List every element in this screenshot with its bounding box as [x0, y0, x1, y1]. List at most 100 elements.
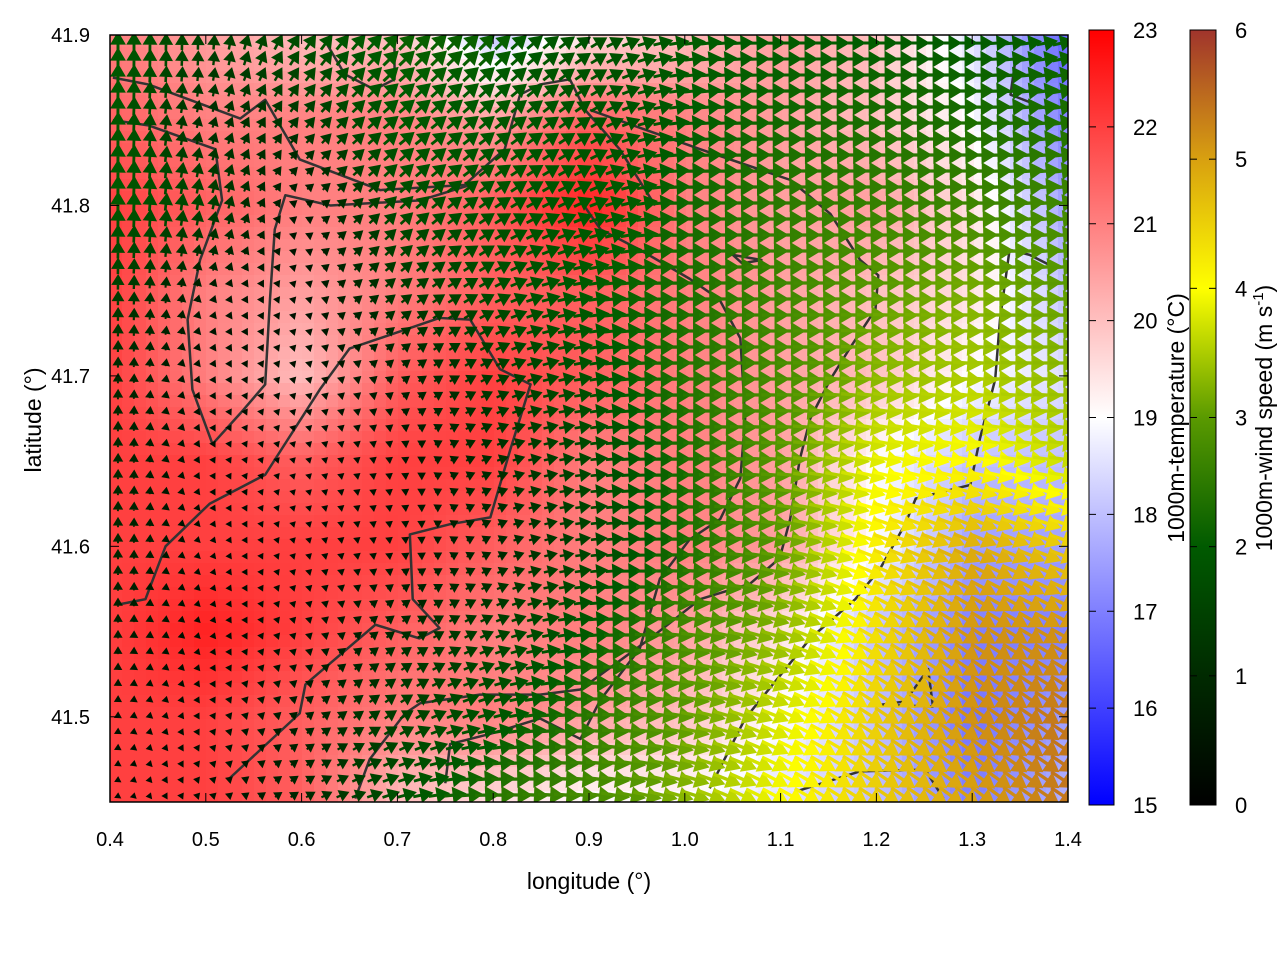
heatmap-cell: [170, 107, 183, 120]
heatmap-cell: [290, 515, 303, 528]
heatmap-cell: [422, 491, 435, 504]
heatmap-cell: [230, 443, 243, 456]
heatmap-cell: [170, 767, 183, 780]
heatmap-cell: [170, 155, 183, 168]
heatmap-cell: [110, 767, 123, 780]
heatmap-cell: [206, 719, 219, 732]
heatmap-cell: [182, 203, 195, 216]
heatmap-cell: [230, 527, 243, 540]
heatmap-cell: [194, 767, 207, 780]
heatmap-cell: [230, 551, 243, 564]
heatmap-cell: [302, 275, 315, 288]
heatmap-cell: [302, 203, 315, 216]
heatmap-cell: [278, 563, 291, 576]
heatmap-cell: [230, 599, 243, 612]
heatmap-cell: [230, 467, 243, 480]
heatmap-cell: [194, 671, 207, 684]
heatmap-cell: [230, 659, 243, 672]
heatmap-cell: [290, 335, 303, 348]
heatmap-cell: [530, 107, 543, 120]
heatmap-cell: [302, 611, 315, 624]
heatmap-cell: [242, 467, 255, 480]
heatmap-cell: [206, 527, 219, 540]
heatmap-cell: [278, 455, 291, 468]
heatmap-cell: [218, 155, 231, 168]
heatmap-cell: [386, 107, 399, 120]
heatmap-cell: [326, 179, 339, 192]
heatmap-cell: [302, 479, 315, 492]
heatmap-cell: [290, 563, 303, 576]
heatmap-cell: [230, 635, 243, 648]
heatmap-cell: [290, 575, 303, 588]
heatmap-cell: [158, 719, 171, 732]
heatmap-cell: [254, 623, 267, 636]
heatmap-cell: [386, 155, 399, 168]
heatmap-cell: [578, 59, 591, 72]
heatmap-cell: [170, 203, 183, 216]
heatmap-cell: [698, 59, 711, 72]
heatmap-cell: [650, 155, 663, 168]
heatmap-cell: [194, 659, 207, 672]
heatmap-cell: [206, 323, 219, 336]
heatmap-cell: [374, 443, 387, 456]
heatmap-cell: [326, 587, 339, 600]
heatmap-cell: [302, 371, 315, 384]
heatmap-cell: [194, 431, 207, 444]
heatmap-cell: [206, 479, 219, 492]
heatmap-cell: [242, 515, 255, 528]
heatmap-cell: [230, 779, 243, 792]
heatmap-cell: [338, 155, 351, 168]
heatmap-cell: [278, 551, 291, 564]
heatmap-cell: [338, 431, 351, 444]
heatmap-cell: [218, 59, 231, 72]
heatmap-cell: [326, 551, 339, 564]
heatmap-cell: [170, 671, 183, 684]
heatmap-cell: [314, 203, 327, 216]
heatmap-cell: [182, 59, 195, 72]
heatmap-cell: [302, 431, 315, 444]
heatmap-cell: [134, 671, 147, 684]
heatmap-cell: [278, 575, 291, 588]
heatmap-cell: [206, 623, 219, 636]
heatmap-cell: [206, 335, 219, 348]
heatmap-cell: [230, 623, 243, 636]
heatmap-cell: [230, 563, 243, 576]
heatmap-cell: [602, 59, 615, 72]
heatmap-cell: [290, 371, 303, 384]
heatmap-cell: [194, 719, 207, 732]
heatmap-cell: [230, 647, 243, 660]
heatmap-cell: [290, 623, 303, 636]
heatmap-cell: [206, 767, 219, 780]
heatmap-cell: [554, 203, 567, 216]
heatmap-cell: [218, 383, 231, 396]
heatmap-cell: [134, 59, 147, 72]
heatmap-cell: [182, 431, 195, 444]
heatmap-cell: [266, 527, 279, 540]
heatmap-cell: [338, 479, 351, 492]
heatmap-cell: [326, 347, 339, 360]
heatmap-cell: [182, 479, 195, 492]
heatmap-cell: [194, 707, 207, 720]
heatmap-cell: [266, 623, 279, 636]
heatmap-cell: [230, 335, 243, 348]
heatmap-cell: [194, 467, 207, 480]
heatmap-cell: [242, 563, 255, 576]
heatmap-cell: [278, 395, 291, 408]
heatmap-cell: [122, 155, 135, 168]
heatmap-cell: [290, 611, 303, 624]
heatmap-cell: [242, 383, 255, 396]
heatmap-cell: [302, 323, 315, 336]
heatmap-cell: [290, 467, 303, 480]
heatmap-cell: [170, 479, 183, 492]
heatmap-cell: [122, 203, 135, 216]
heatmap-cell: [134, 719, 147, 732]
heatmap-cell: [326, 395, 339, 408]
heatmap-cell: [254, 335, 267, 348]
heatmap-cell: [146, 719, 159, 732]
heatmap-cell: [182, 107, 195, 120]
heatmap-cell: [254, 611, 267, 624]
heatmap-cell: [206, 371, 219, 384]
heatmap-cell: [290, 275, 303, 288]
heatmap-cell: [230, 503, 243, 516]
heatmap-cell: [242, 431, 255, 444]
